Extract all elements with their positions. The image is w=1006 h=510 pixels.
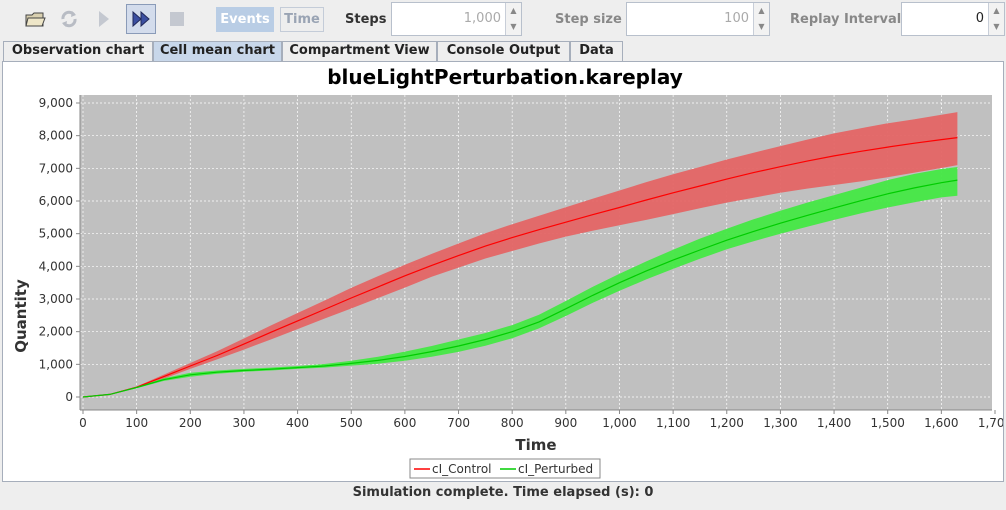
- x-tick-label: 900: [554, 416, 577, 430]
- fast-forward-icon: [132, 10, 150, 28]
- x-tick-label: 400: [286, 416, 309, 430]
- spinner-down-icon[interactable]: ▼: [510, 22, 517, 31]
- y-tick-label: 1,000: [39, 357, 73, 371]
- status-bar: Simulation complete. Time elapsed (s): 0: [352, 485, 654, 500]
- fast-forward-button[interactable]: [126, 4, 156, 34]
- play-button[interactable]: [88, 4, 118, 34]
- x-tick-label: 1,500: [871, 416, 905, 430]
- x-tick-label: 500: [340, 416, 363, 430]
- tab-bar: Observation chart Cell mean chart Compar…: [0, 40, 1006, 61]
- tab-data[interactable]: Data: [570, 41, 623, 61]
- steps-label: Steps: [345, 12, 387, 27]
- y-tick-label: 4,000: [39, 259, 73, 273]
- y-tick-label: 5,000: [39, 227, 73, 241]
- chart-title: blueLightPerturbation.kareplay: [327, 65, 683, 89]
- x-tick-label: 1,400: [817, 416, 851, 430]
- step-size-label: Step size: [555, 12, 622, 27]
- series-line-ci-perturbed: [82, 179, 958, 398]
- legend-label-ci-control: cI_Control: [432, 462, 492, 476]
- replay-interval-label: Replay Interval: [790, 12, 902, 27]
- open-folder-icon: [25, 12, 46, 27]
- series-band-ci-perturbed: [83, 167, 958, 397]
- tab-console-output[interactable]: Console Output: [437, 41, 570, 61]
- y-tick-label: 6,000: [39, 194, 73, 208]
- play-icon: [99, 11, 109, 27]
- steps-value: 1,000: [463, 11, 501, 26]
- x-tick-label: 1,300: [763, 416, 797, 430]
- events-toggle[interactable]: Events: [216, 7, 274, 32]
- stop-button[interactable]: [162, 4, 192, 34]
- cell-mean-chart[interactable]: blueLightPerturbation.kareplay 0 100 200 30…: [3, 62, 1003, 481]
- x-axis-label: Time: [515, 436, 556, 454]
- spinner-up-icon[interactable]: ▲: [758, 6, 765, 15]
- stop-icon: [170, 12, 184, 26]
- open-button[interactable]: [20, 4, 50, 34]
- spinner-down-icon[interactable]: ▼: [758, 22, 765, 31]
- x-tick-label: 200: [179, 416, 202, 430]
- y-tick-label: 2,000: [39, 325, 73, 339]
- spinner-up-icon[interactable]: ▲: [510, 6, 517, 15]
- refresh-icon: [61, 10, 77, 28]
- step-size-spinner[interactable]: 100 ▲ ▼: [626, 2, 770, 36]
- tab-cell-mean-chart[interactable]: Cell mean chart: [153, 41, 282, 61]
- y-axis-label: Quantity: [12, 279, 30, 353]
- steps-spinner[interactable]: 1,000 ▲ ▼: [391, 2, 522, 36]
- x-tick-label: 300: [232, 416, 255, 430]
- spinner-down-icon[interactable]: ▼: [993, 22, 1000, 31]
- x-tick-label: 600: [393, 416, 416, 430]
- legend: cI_Control cI_Perturbed: [409, 458, 601, 479]
- x-tick-label: 1,100: [656, 416, 690, 430]
- series-band-ci-control: [83, 112, 958, 397]
- series-line-ci-control: [82, 137, 958, 398]
- x-tick-label: 100: [125, 416, 148, 430]
- axes: 0 100 200 300 400 500 600 700 800 900 1,000 1,100 1,…: [39, 95, 1003, 430]
- y-tick-label: 3,000: [39, 292, 73, 306]
- y-tick-label: 9,000: [39, 96, 73, 110]
- x-tick-label: 700: [447, 416, 470, 430]
- y-tick-label: 0: [65, 390, 73, 404]
- tab-compartment-view[interactable]: Compartment View: [282, 41, 437, 61]
- legend-label-ci-perturbed: cI_Perturbed: [518, 462, 593, 476]
- x-tick-label: 1,200: [710, 416, 744, 430]
- replay-interval-spinner[interactable]: 0 ▲ ▼: [901, 2, 1005, 36]
- series-lines: [82, 137, 958, 398]
- y-tick-label: 8,000: [39, 129, 73, 143]
- reload-button[interactable]: [54, 4, 84, 34]
- x-tick-label: 1,600: [924, 416, 958, 430]
- x-tick-label: 1,000: [602, 416, 636, 430]
- x-tick-label: 1,700: [978, 416, 1003, 430]
- tab-observation-chart[interactable]: Observation chart: [3, 41, 153, 61]
- step-size-value: 100: [724, 11, 749, 26]
- x-tick-label: 800: [501, 416, 524, 430]
- toolbar: Events Time Steps 1,000 ▲ ▼ Step size 100…: [0, 0, 1006, 40]
- chart-panel: blueLightPerturbation.kareplay 0 100 200 30…: [2, 61, 1004, 482]
- y-tick-label: 7,000: [39, 161, 73, 175]
- x-tick-label: 0: [79, 416, 87, 430]
- spinner-up-icon[interactable]: ▲: [993, 6, 1000, 15]
- time-toggle[interactable]: Time: [280, 7, 324, 32]
- replay-interval-value: 0: [975, 11, 984, 26]
- confidence-bands: [83, 112, 958, 397]
